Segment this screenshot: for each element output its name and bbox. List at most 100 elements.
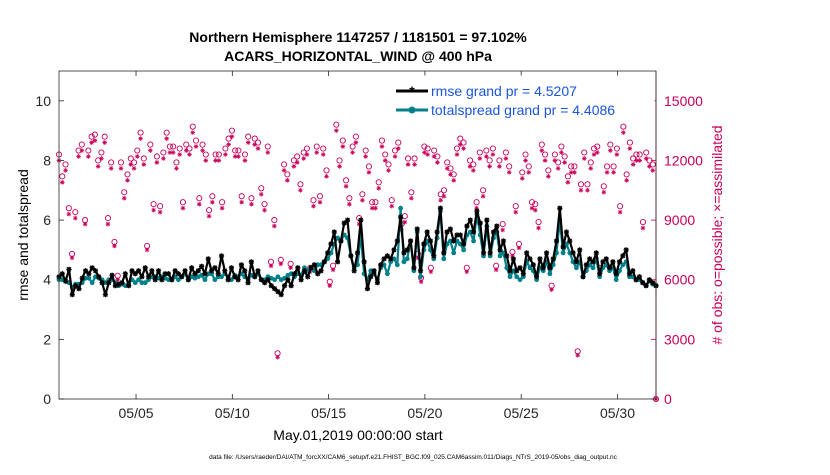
rmse-point [218,253,225,259]
totalspread-point [404,256,410,262]
rmse-point [182,268,188,274]
obs-possible-point [633,151,640,158]
totalspread-point [514,274,520,280]
rmse-point [480,250,487,256]
obs-assimilated-point [118,166,124,171]
rmse-point [351,268,357,274]
rmse-point [587,256,593,262]
rmse-point [308,265,314,271]
obs-assimilated-point [369,205,375,211]
obs-possible-point [610,163,617,170]
rmse-point [358,217,364,223]
rmse-point [132,271,138,277]
rmse-point [441,250,447,256]
rmse-point [368,274,374,280]
obs-assimilated-point [542,158,548,163]
obs-possible-point [480,187,487,194]
obs-possible-point [594,143,601,150]
obs-assimilated-point [183,148,189,153]
rmse-point [66,266,72,272]
data-file-footer: data file: /Users/raeder/DAI/ATM_forcXX/… [209,454,618,461]
rmse-point [490,229,497,235]
obs-assimilated-point [236,154,241,159]
rmse-point [447,226,453,232]
obs-assimilated-point [245,140,251,145]
rmse-point [467,217,473,223]
obs-possible-point [375,179,382,186]
obs-assimilated-point [392,154,398,159]
totalspread-point [384,271,390,277]
x-tick-label: 05/05 [119,405,154,421]
obs-assimilated-point [389,203,395,209]
obs-possible-point [271,217,278,224]
obs-possible-point [408,189,415,196]
obs-assimilated-point [617,209,623,215]
plot-frame [58,70,657,400]
obs-possible-point [561,153,568,160]
rmse-point [159,277,165,283]
obs-assimilated-point [223,152,228,157]
rmse-point [477,220,483,226]
rmse-point [643,283,649,289]
left-y-tick-label: 4 [43,272,51,288]
obs-possible-point [542,151,549,158]
obs-assimilated-point [555,166,561,171]
obs-possible-point [558,143,565,150]
rmse-point [232,274,238,280]
obs-possible-point [391,147,399,154]
obs-assimilated-point [288,265,293,271]
obs-possible-point [590,145,598,152]
obs-assimilated-point [115,277,121,283]
obs-assimilated-point [630,162,636,167]
obs-possible-point [189,123,196,130]
obs-possible-point [212,151,219,158]
obs-assimilated-point [314,150,320,155]
obs-possible-point [453,145,461,152]
obs-assimilated-point [200,148,205,153]
rmse-point [510,256,516,262]
left-y-tick-label: 10 [35,93,51,109]
obs-assimilated-point [444,166,450,171]
rmse-point [179,274,185,280]
totalspread-point [401,259,407,265]
obs-possible-point [183,141,190,148]
rmse-point [106,280,112,286]
obs-assimilated-point [395,146,401,151]
rmse-point [245,280,251,286]
rmse-point [600,259,606,265]
rmse-point [517,265,523,271]
obs-possible-point [630,155,637,162]
obs-assimilated-point [252,142,258,147]
obs-possible-point [281,161,288,168]
obs-assimilated-point [89,140,94,145]
rmse-point [59,271,65,277]
obs-assimilated-point [190,130,196,135]
obs-assimilated-point [206,213,212,219]
rmse-point [139,274,145,280]
totalspread-point [272,277,277,283]
obs-possible-point [581,149,588,156]
obs-possible-point [587,159,594,166]
obs-assimilated-point [565,180,571,185]
obs-assimilated-point [320,152,326,157]
rmse-point [507,268,513,274]
obs-possible-point [62,161,69,168]
obs-assimilated-point [229,134,235,139]
obs-assimilated-point [425,152,430,157]
obs-possible-point [313,143,320,150]
obs-assimilated-point [578,187,584,193]
obs-assimilated-point [213,158,218,163]
rmse-point [235,277,241,283]
obs-assimilated-point [412,162,417,167]
rmse-point [185,277,191,283]
obs-assimilated-point [415,255,421,261]
rmse-point [646,277,652,283]
obs-assimilated-point [105,221,111,227]
rmse-point [603,256,609,262]
x-axis-ticks: 05/05 05/10 05/15 05/20 05/25 05/30 [119,71,635,421]
rmse-point [378,262,384,268]
legend-spread-label: totalspread grand pr = 4.4086 [431,102,615,118]
obs-assimilated-point [471,168,476,173]
rmse-point [301,268,308,274]
rmse-point [520,271,526,277]
